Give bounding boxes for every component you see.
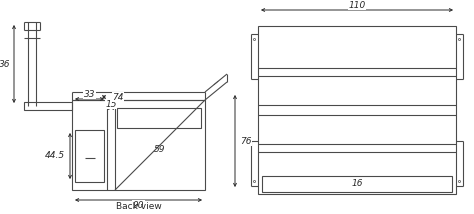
Text: Back view: Back view <box>116 202 161 211</box>
Bar <box>24 102 72 110</box>
Text: 16: 16 <box>351 180 363 189</box>
Text: 15: 15 <box>105 100 117 108</box>
Bar <box>72 100 205 190</box>
Bar <box>258 26 456 194</box>
Bar <box>117 108 201 128</box>
Text: 76: 76 <box>240 137 252 146</box>
Text: 74: 74 <box>112 92 124 101</box>
Text: 36: 36 <box>0 59 10 68</box>
Text: 44.5: 44.5 <box>45 152 65 160</box>
Text: 90: 90 <box>133 201 144 210</box>
Text: 110: 110 <box>348 0 365 9</box>
Bar <box>75 130 104 182</box>
Bar <box>262 176 452 192</box>
Text: 33: 33 <box>84 89 95 98</box>
Text: 59: 59 <box>154 146 166 155</box>
